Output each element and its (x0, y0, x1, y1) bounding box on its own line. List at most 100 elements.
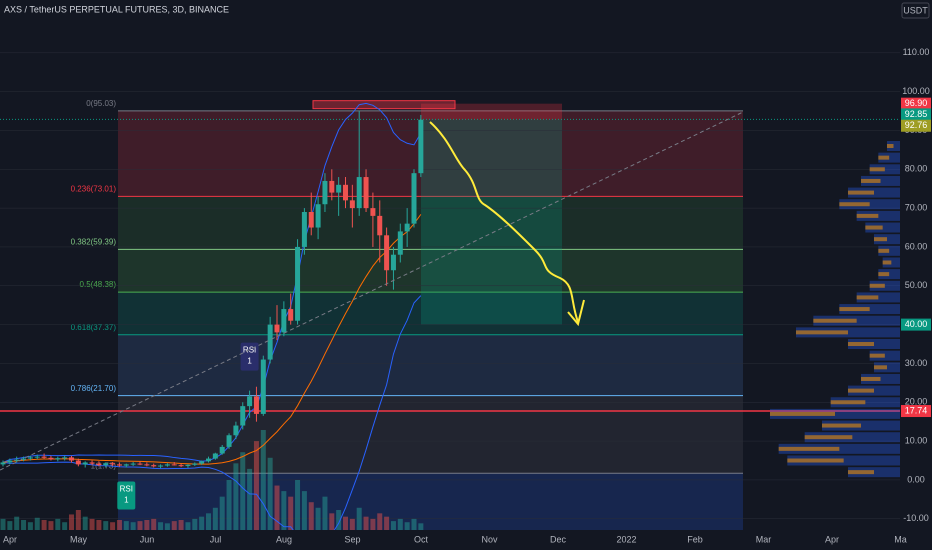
volume-bar (356, 507, 362, 530)
y-axis-bg (900, 0, 932, 530)
volume-bar (336, 510, 342, 530)
volume-bar (226, 480, 232, 530)
volume-bar (384, 516, 390, 530)
volume-bar (274, 485, 280, 530)
volume-bar (55, 518, 61, 530)
x-tick-label: Jul (210, 534, 222, 544)
volume-bar (322, 496, 328, 530)
volume-bar (75, 510, 81, 530)
price-label-box (901, 405, 931, 418)
price-label-box (901, 108, 931, 121)
candle-body (158, 465, 164, 467)
volume-profile-bar-part (874, 237, 887, 242)
drawn-arrow (429, 121, 579, 323)
volume-bar (199, 516, 205, 530)
volume-bar (370, 518, 376, 530)
volume-bar (240, 452, 246, 530)
candle-body (62, 457, 68, 459)
candle-body (301, 212, 307, 247)
volume-bar (14, 516, 20, 530)
volume-bar (89, 518, 95, 530)
fib-label: 0.786(21.70) (71, 384, 117, 393)
volume-bar (267, 457, 273, 530)
fib-label: 0.5(48.38) (80, 280, 117, 289)
fib-label: 0.382(59.39) (71, 237, 117, 246)
volume-bar (377, 513, 383, 530)
candle-body (199, 461, 205, 464)
volume-profile-bar-part (822, 423, 861, 428)
candle-body (295, 246, 301, 321)
price-label-box (901, 318, 931, 331)
candle-body (7, 460, 13, 463)
volume-bar (253, 441, 259, 530)
x-tick-label: Apr (3, 534, 17, 544)
candle-body (27, 457, 33, 459)
candle-body (137, 463, 143, 465)
volume-profile-bar-part (778, 446, 840, 451)
x-tick-label: Apr (825, 534, 839, 544)
volume-bar (41, 520, 47, 530)
volume-profile-bar-part (813, 318, 857, 323)
y-tick-label: 80.00 (905, 164, 928, 174)
volume-bar (164, 523, 170, 530)
volume-profile-bar-part (787, 458, 844, 463)
candle-body (363, 177, 369, 209)
candle-body (82, 462, 88, 465)
volume-bar (390, 521, 396, 530)
x-tick-label: Mar (756, 534, 772, 544)
volume-bar (301, 491, 307, 530)
volume-bar (288, 496, 294, 530)
y-tick-label: 50.00 (905, 280, 928, 290)
candle-body (343, 184, 348, 201)
y-tick-label: 70.00 (905, 202, 928, 212)
price-label: 92.76 (905, 120, 928, 130)
arrow-head (567, 299, 585, 327)
volume-profile-bar-part (878, 155, 890, 160)
x-tick-label: Dec (550, 534, 567, 544)
x-axis-bg (0, 530, 932, 550)
volume-bar (397, 518, 403, 530)
candle-body (377, 215, 383, 236)
volume-bar (158, 522, 164, 530)
volume-profile-bar-part (804, 435, 853, 440)
target-zone (421, 119, 562, 325)
candle-body (89, 462, 95, 464)
fib-label: 0.236(73.01) (71, 185, 117, 194)
candle-body (397, 231, 403, 255)
candle-body (185, 464, 191, 466)
volume-bar (171, 521, 177, 530)
volume-profile-bar-part (874, 365, 887, 370)
x-tick-label: 2022 (616, 534, 636, 544)
y-tick-label: 110.00 (903, 47, 930, 57)
fib-band (118, 292, 743, 335)
volume-bar (308, 502, 314, 530)
fib-band (118, 249, 743, 293)
candle-body (151, 465, 157, 467)
candle-body (281, 309, 287, 333)
price-label-box (901, 97, 931, 110)
volume-profile-bar-part (887, 143, 894, 148)
volume-bar (349, 518, 355, 530)
volume-bar (116, 520, 122, 530)
volume-profile-bar-part (796, 330, 848, 335)
candle-body (192, 463, 198, 465)
volume-bar (363, 516, 369, 530)
volume-bar (411, 518, 417, 530)
volume-bar (404, 522, 410, 530)
volume-profile-bar-part (848, 470, 874, 475)
candle-body (206, 458, 211, 462)
volume-bar (329, 513, 335, 530)
x-tick-label: Jun (140, 534, 155, 544)
volume-bar (144, 520, 150, 530)
bollinger-upper (2, 102, 422, 463)
volume-profile-bar-part (861, 178, 881, 183)
fib-label: 0.618(37.37) (71, 323, 117, 332)
candle-body (288, 309, 294, 321)
volume-bar (418, 523, 424, 530)
candle-body (260, 359, 266, 414)
fib-band (118, 395, 743, 474)
volume-profile-bar-part (856, 295, 879, 300)
fib-label: 0(95.03) (86, 99, 116, 108)
volume-profile-bar-part (878, 272, 890, 277)
candle-body (240, 406, 246, 426)
